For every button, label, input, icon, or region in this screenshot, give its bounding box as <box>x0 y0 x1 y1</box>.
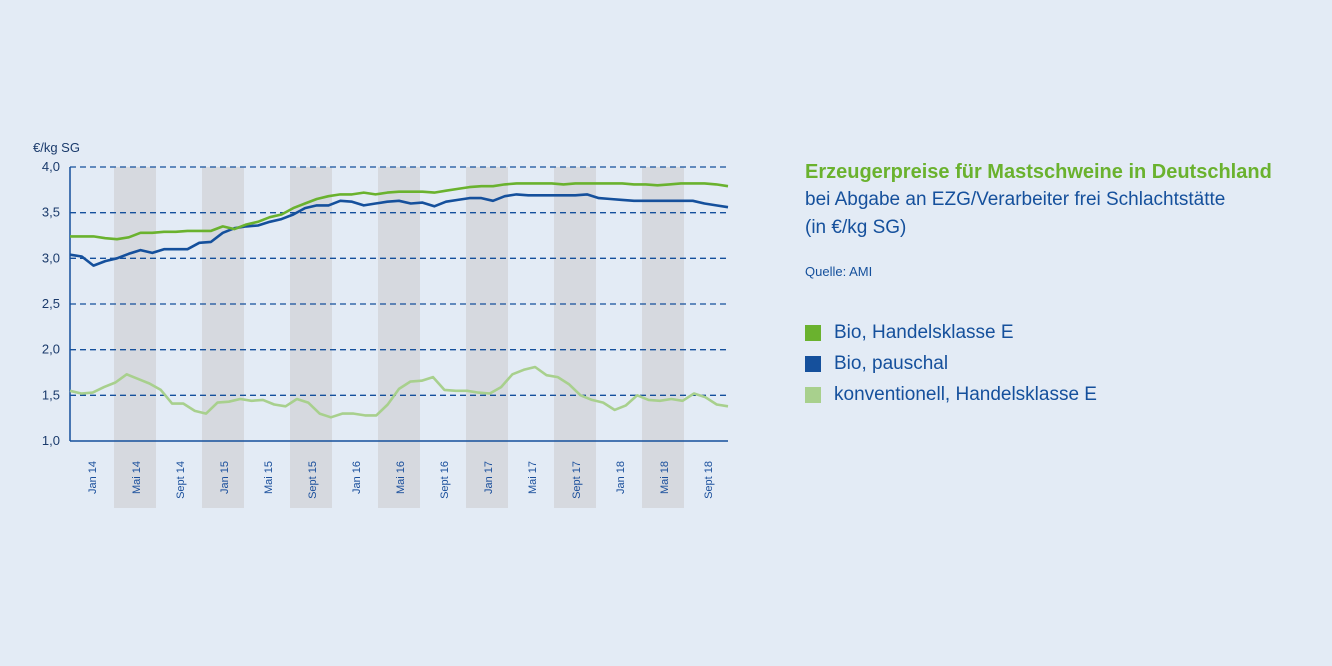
legend-item-konventionell: konventionell, Handelsklasse E <box>805 379 1315 410</box>
legend-swatch-bio-e <box>805 324 821 341</box>
y-tick-label: 2,0 <box>42 342 60 357</box>
legend-swatch-konventionell <box>805 386 821 403</box>
y-tick-label: 1,5 <box>42 387 60 402</box>
y-tick-label: 2,5 <box>42 296 60 311</box>
x-tick-label: Mai 17 <box>527 461 539 494</box>
chart-source: Quelle: AMI <box>805 264 873 279</box>
chart-title: Erzeugerpreise für Mastschweine in Deuts… <box>805 161 1272 183</box>
series-lines <box>69 182 729 419</box>
legend-swatch-bio-pauschal <box>805 355 821 372</box>
x-tick-label: Jan 18 <box>615 461 627 494</box>
x-tick-label: Jan 17 <box>483 461 495 494</box>
chart-subtitle-line2: (in €/kg SG) <box>805 217 907 238</box>
x-tick-label: Sept 15 <box>307 461 319 499</box>
line-chart: 4,0 3,5 3,0 2,5 2,0 1,5 1,0 €/kg SG Jan 14 Mai … <box>33 140 729 508</box>
x-tick-label: Mai 15 <box>263 461 275 494</box>
shaded-band <box>642 167 684 508</box>
shaded-band <box>290 167 332 508</box>
x-tick-label: Sept 18 <box>703 461 715 499</box>
x-axis-ticks: Jan 14 Mai 14 Sept 14 Jan 15 Mai 15 Sept 15 Ja… <box>87 461 715 499</box>
series-line <box>69 365 729 419</box>
x-tick-label: Jan 15 <box>219 461 231 494</box>
chart-subtitle-line1: bei Abgabe an EZG/Verarbeiter frei Schla… <box>805 189 1226 210</box>
y-tick-label: 3,5 <box>42 205 60 220</box>
x-tick-label: Mai 18 <box>659 461 671 494</box>
y-axis-ticks: 4,0 3,5 3,0 2,5 2,0 1,5 1,0 <box>42 159 60 448</box>
shaded-band <box>466 167 508 508</box>
shaded-band <box>114 167 156 508</box>
x-tick-label: Sept 14 <box>175 461 187 499</box>
x-tick-label: Mai 16 <box>395 461 407 494</box>
legend-item-bio-e: Bio, Handelsklasse E <box>805 317 1315 348</box>
x-axis <box>69 167 728 442</box>
legend: Bio, Handelsklasse E Bio, pauschal konve… <box>805 317 1315 410</box>
x-tick-label: Mai 14 <box>131 461 143 494</box>
shaded-band <box>378 167 420 508</box>
shaded-band <box>202 167 244 508</box>
legend-label-bio-pauschal: Bio, pauschal <box>834 352 949 374</box>
x-tick-label: Sept 17 <box>571 461 583 499</box>
y-tick-label: 1,0 <box>42 433 60 448</box>
month-bands <box>114 167 684 508</box>
shaded-band <box>554 167 596 508</box>
y-tick-label: 4,0 <box>42 159 60 174</box>
series-line <box>70 182 729 241</box>
x-tick-label: Sept 16 <box>439 461 451 499</box>
y-tick-label: 3,0 <box>42 250 60 265</box>
chart-info-panel: Erzeugerpreise für Mastschweine in Deuts… <box>805 158 1315 410</box>
series-line <box>69 193 729 267</box>
legend-label-konventionell: konventionell, Handelsklasse E <box>834 383 1097 405</box>
legend-item-bio-pauschal: Bio, pauschal <box>805 348 1315 379</box>
x-tick-label: Jan 14 <box>87 461 99 494</box>
x-tick-label: Jan 16 <box>351 461 363 494</box>
y-axis-unit-label: €/kg SG <box>33 140 80 155</box>
legend-label-bio-e: Bio, Handelsklasse E <box>834 321 1014 343</box>
